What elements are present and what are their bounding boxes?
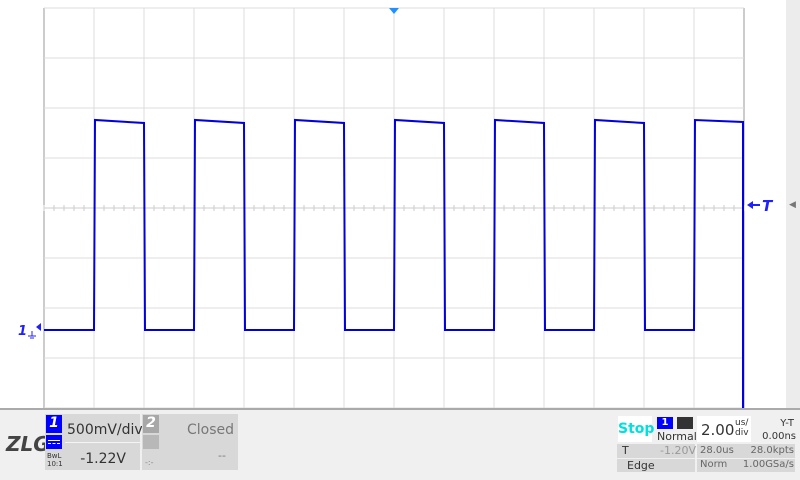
side-panel-toggle[interactable]: ◀ xyxy=(786,0,800,408)
trigger-level-marker[interactable]: T xyxy=(762,197,774,215)
bandwidth-limit: BwL xyxy=(47,452,62,460)
channel-1-arrow-icon xyxy=(36,323,41,331)
memory-depth: 28.0kpts xyxy=(750,445,794,456)
trigger-type-label: T xyxy=(622,444,629,457)
trigger-position-marker[interactable] xyxy=(389,8,399,14)
dc-coupling-icon xyxy=(46,435,62,449)
timebase-unit: us/ xyxy=(735,418,749,428)
acquisition-mode: Norm xyxy=(700,459,728,470)
channel-1-badge: 1 xyxy=(46,415,62,433)
probe-ratio: 10:1 xyxy=(47,460,63,468)
trigger-type[interactable]: Edge xyxy=(627,459,655,472)
timebase-unit-div: div xyxy=(735,428,749,438)
ground-icon xyxy=(28,331,36,339)
channel-2-offset: -- xyxy=(218,449,226,462)
channel-1-trace xyxy=(44,118,744,408)
channel-1-scale: 500mV/div xyxy=(67,422,143,438)
waveform-display[interactable]: 1 T xyxy=(0,0,786,408)
trigger-coupling-icon xyxy=(677,417,693,429)
channel-2-badge: 2 xyxy=(143,415,159,433)
display-mode: Y-T xyxy=(780,418,794,429)
channel-2-panel[interactable]: 2 -:- Closed -- xyxy=(142,414,238,470)
time-window: 28.0us xyxy=(700,445,734,456)
chevron-left-icon: ◀ xyxy=(789,200,796,210)
trigger-level: -1.20V xyxy=(660,444,696,457)
channel-1-offset: -1.22V xyxy=(80,451,126,467)
run-stop-button[interactable]: Stop xyxy=(618,416,654,442)
channel-2-status: Closed xyxy=(186,422,234,438)
channel-1-panel[interactable]: 1 BwL 10:1 500mV/div -1.22V xyxy=(45,414,143,470)
channel-1-marker[interactable]: 1 xyxy=(18,324,27,339)
channel-2-coupling-icon xyxy=(143,435,159,449)
channel-2-coupling: -:- xyxy=(145,458,154,467)
trigger-source-badge[interactable]: 1 xyxy=(657,417,673,429)
timebase-value: 2.00 xyxy=(701,421,735,439)
trigger-level-arrow-icon xyxy=(747,201,753,209)
trigger-mode[interactable]: Normal xyxy=(657,430,697,443)
horizontal-delay: 0.00ns xyxy=(762,431,796,442)
timebase-control[interactable]: 2.00 us/ div xyxy=(697,416,751,442)
sample-rate: 1.00GSa/s xyxy=(742,459,794,470)
